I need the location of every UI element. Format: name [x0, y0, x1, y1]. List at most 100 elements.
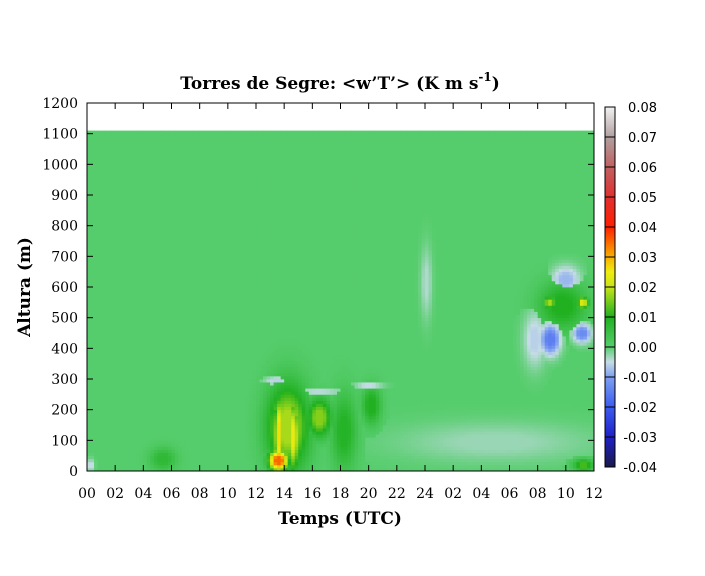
heatmap-cell	[203, 317, 208, 322]
heatmap-cell	[139, 219, 144, 223]
heatmap-cell	[231, 185, 236, 190]
heatmap-cell	[146, 302, 151, 306]
heatmap-cell	[90, 458, 95, 463]
heatmap-cell	[220, 311, 225, 315]
heatmap-cell	[157, 467, 162, 472]
heatmap-cell	[234, 237, 239, 242]
heatmap-cell	[104, 354, 109, 358]
heatmap-cell	[238, 458, 243, 463]
heatmap-cell	[160, 357, 165, 361]
heatmap-cell	[160, 446, 165, 450]
heatmap-cell	[146, 379, 151, 383]
heatmap-cell	[115, 326, 120, 331]
heatmap-cell	[167, 467, 172, 472]
heatmap-cell	[150, 385, 155, 389]
heatmap-cell	[220, 464, 225, 469]
heatmap-cell	[122, 259, 127, 263]
heatmap-cell	[94, 247, 98, 251]
heatmap-cell	[210, 280, 215, 285]
heatmap-cell	[153, 339, 158, 343]
heatmap-cell	[224, 179, 229, 184]
heatmap-cell	[157, 185, 162, 190]
heatmap-cell	[132, 228, 137, 233]
heatmap-cell	[87, 412, 91, 417]
heatmap-cell	[196, 268, 201, 273]
heatmap-cell	[167, 167, 172, 171]
heatmap-cell	[189, 308, 194, 312]
heatmap-cell	[101, 173, 105, 177]
heatmap-cell	[150, 348, 155, 352]
heatmap-cell	[118, 329, 123, 334]
heatmap-cell	[185, 155, 190, 159]
heatmap-cell	[125, 231, 130, 236]
heatmap-cell	[101, 452, 105, 457]
heatmap-cell	[238, 170, 243, 174]
heatmap-cell	[199, 191, 204, 196]
heatmap-cell	[227, 400, 232, 404]
heatmap-cell	[118, 201, 123, 205]
heatmap-cell	[185, 256, 190, 260]
heatmap-cell	[203, 449, 208, 453]
heatmap-cell	[122, 375, 127, 380]
heatmap-cell	[189, 145, 194, 150]
heatmap-cell	[234, 204, 239, 208]
heatmap-cell	[129, 394, 134, 398]
heatmap-cell	[118, 449, 123, 453]
heatmap-cell	[136, 333, 141, 337]
heatmap-cell	[185, 136, 190, 141]
heatmap-cell	[132, 198, 137, 202]
heatmap-cell	[178, 425, 183, 429]
heatmap-cell	[234, 219, 239, 223]
heatmap-cell	[87, 363, 91, 368]
heatmap-cell	[217, 277, 222, 282]
heatmap-cell	[104, 311, 109, 315]
heatmap-cell	[178, 403, 183, 407]
heatmap-cell	[153, 314, 158, 319]
heatmap-cell	[206, 406, 211, 411]
heatmap-cell	[101, 198, 105, 202]
heatmap-cell	[178, 204, 183, 208]
heatmap-cell	[115, 265, 120, 269]
heatmap-cell	[143, 385, 148, 389]
heatmap-cell	[217, 164, 222, 168]
heatmap-cell	[196, 228, 201, 233]
heatmap-cell	[185, 231, 190, 236]
heatmap-cell	[189, 363, 194, 368]
heatmap-cell	[167, 277, 172, 282]
heatmap-cell	[220, 458, 225, 463]
heatmap-cell	[224, 149, 229, 153]
heatmap-cell	[178, 207, 183, 211]
heatmap-cell	[227, 142, 232, 147]
heatmap-cell	[118, 363, 123, 368]
heatmap-cell	[97, 213, 102, 217]
heatmap-cell	[203, 467, 208, 472]
heatmap-cell	[203, 265, 208, 269]
heatmap-cell	[94, 280, 98, 285]
heatmap-cell	[97, 142, 102, 147]
heatmap-cell	[199, 173, 204, 177]
heatmap-cell	[129, 176, 134, 181]
heatmap-cell	[108, 195, 113, 199]
heatmap-cell	[224, 271, 229, 276]
heatmap-cell	[234, 247, 239, 251]
heatmap-cell	[104, 302, 109, 306]
heatmap-cell	[160, 428, 165, 432]
heatmap-cell	[153, 296, 158, 300]
heatmap-cell	[136, 388, 141, 392]
heatmap-cell	[213, 452, 218, 457]
heatmap-cell	[146, 191, 151, 196]
heatmap-cell	[94, 379, 98, 383]
heatmap-cell	[189, 277, 194, 282]
heatmap-cell	[146, 161, 151, 165]
heatmap-cell	[182, 458, 186, 463]
heatmap-cell	[108, 185, 113, 190]
heatmap-cell	[136, 201, 141, 205]
heatmap-cell	[108, 363, 113, 368]
heatmap-cell	[97, 342, 102, 346]
heatmap-cell	[87, 323, 91, 328]
heatmap-cell	[196, 369, 201, 374]
heatmap-cell	[206, 136, 211, 141]
heatmap-cell	[182, 130, 186, 135]
heatmap-cell	[153, 302, 158, 306]
heatmap-cell	[136, 342, 141, 346]
